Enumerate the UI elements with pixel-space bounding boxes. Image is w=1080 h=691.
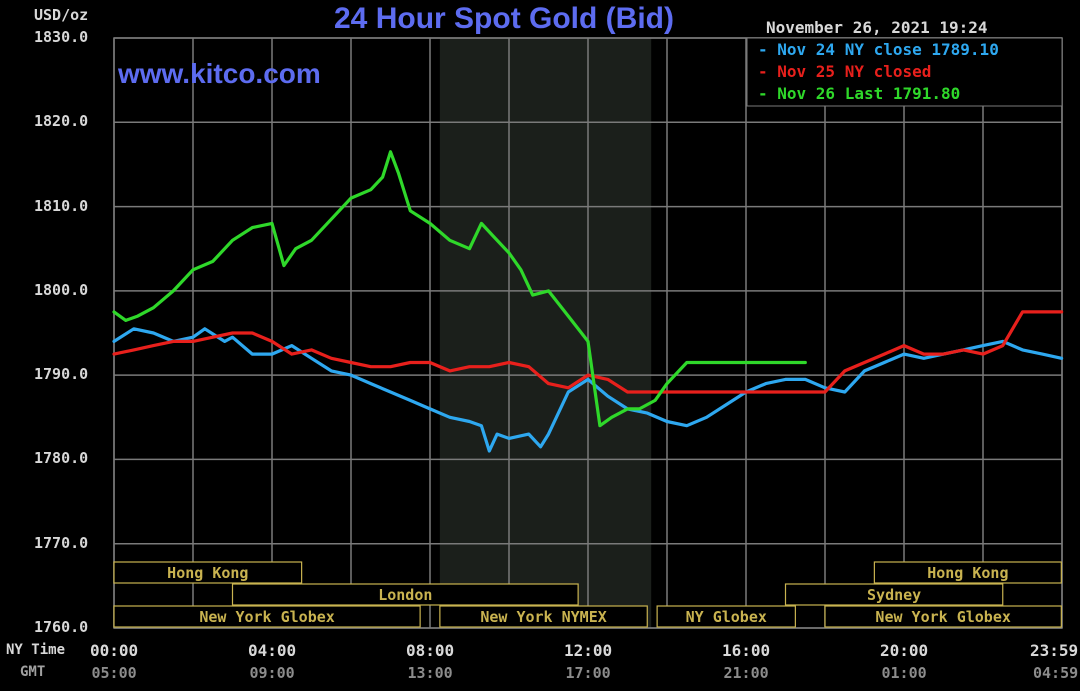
x-tick-label-ny: 08:00 (406, 641, 455, 660)
session-box (439, 605, 648, 628)
x-tick-label-gmt: 04:59 (1033, 664, 1079, 682)
price-series (112, 150, 1064, 453)
series-line-2 (112, 150, 807, 428)
timestamp: November 26, 2021 19:24 (766, 18, 988, 37)
x-tick-label-gmt: 05:00 (91, 664, 137, 682)
x-tick-label-gmt: 21:00 (723, 664, 769, 682)
x-tick-label-ny: 23:59 (1030, 641, 1079, 660)
x-tick-label-ny: 00:00 (90, 641, 139, 660)
session-box (113, 561, 303, 584)
legend-entry: - Nov 26 Last 1791.80 (758, 84, 961, 103)
x-tick-label-ny: 20:00 (880, 641, 929, 660)
trading-sessions: Hong Kong London New York Globex New York N… (113, 561, 1062, 628)
chart-title: 24 Hour Spot Gold (Bid) (334, 2, 674, 35)
x-tick-label-gmt: 17:00 (565, 664, 611, 682)
watermark: www.kitco.com (118, 58, 321, 89)
session-label: Hong Kong (167, 564, 248, 582)
session-box (784, 583, 1004, 606)
session-label: New York Globex (875, 608, 1010, 626)
session-label: London (378, 586, 432, 604)
x-tick-label-gmt: 13:00 (407, 664, 453, 682)
y-tick-label: 1810.0 (34, 196, 89, 215)
unit-label: USD/oz (34, 6, 89, 24)
y-tick-label: 1830.0 (34, 28, 89, 46)
x-tick-label-ny: 12:00 (564, 641, 613, 660)
y-tick-label: 1820.0 (34, 112, 89, 131)
session-box (113, 605, 421, 628)
session-box (656, 605, 796, 628)
session-label: New York Globex (199, 608, 334, 626)
series-line-1 (112, 310, 1064, 394)
y-tick-label: 1770.0 (34, 533, 89, 552)
series-line-0 (112, 327, 1064, 453)
grid-lines (113, 37, 1063, 629)
session-box (231, 583, 579, 606)
gmt-axis-label: GMT (20, 664, 46, 680)
x-tick-label-gmt: 01:00 (881, 664, 927, 682)
session-label: NY Globex (686, 608, 767, 626)
y-tick-label: 1800.0 (34, 280, 89, 299)
nymex-session-shade (439, 38, 652, 628)
session-label: New York NYMEX (480, 608, 606, 626)
y-tick-label: 1780.0 (34, 449, 89, 468)
plot-frame (113, 37, 1063, 629)
legend-box (746, 37, 1063, 107)
x-tick-label-gmt: 09:00 (249, 664, 295, 682)
session-label: Sydney (867, 586, 921, 604)
y-tick-label: 1760.0 (34, 618, 89, 636)
x-tick-label-ny: 16:00 (722, 641, 771, 660)
y-tick-label: 1790.0 (34, 365, 89, 384)
session-label: Hong Kong (927, 564, 1008, 582)
x-tick-label-ny: 04:00 (248, 641, 297, 660)
legend-entry: - Nov 25 NY closed (758, 62, 932, 81)
session-box (824, 605, 1062, 628)
legend-entry: - Nov 24 NY close 1789.10 (758, 40, 999, 59)
ny-time-axis-label: NY Time (6, 642, 66, 658)
session-box (873, 561, 1062, 584)
